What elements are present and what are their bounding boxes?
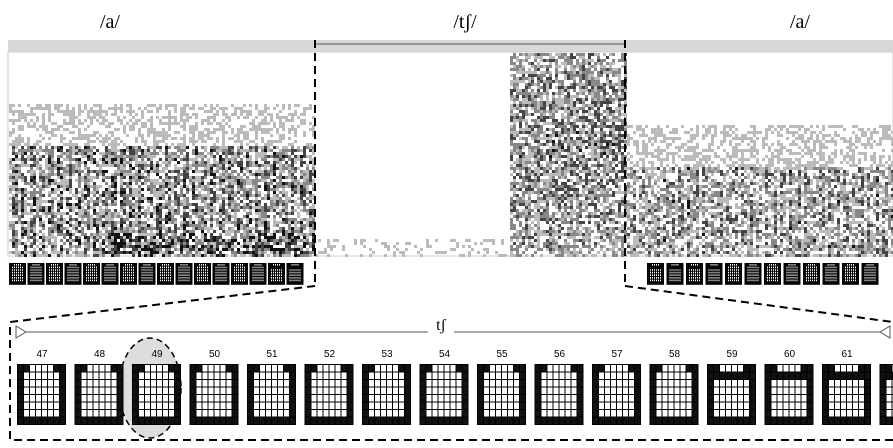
epg-outline [9, 263, 26, 285]
epg-outline [28, 263, 45, 285]
frame-number: 48 [94, 349, 106, 360]
epg-outline [842, 263, 859, 285]
frame-number: 54 [439, 349, 451, 360]
frame-number: 60 [784, 349, 796, 360]
frame-number: 49 [151, 349, 163, 360]
frame-number: 61 [841, 349, 853, 360]
frame-number: 55 [496, 349, 508, 360]
epg-outline [231, 263, 248, 285]
epg-outline [725, 263, 742, 285]
epg-outline [157, 263, 174, 285]
frame-number: 52 [324, 349, 336, 360]
epg-outline [667, 263, 684, 285]
epg-outline [686, 263, 703, 285]
frame-number: 57 [611, 349, 623, 360]
frame-number: 50 [209, 349, 221, 360]
epg-outline [65, 263, 82, 285]
frame-number: 58 [669, 349, 681, 360]
epg-outline [139, 263, 156, 285]
zoom-label: tʃ [436, 317, 446, 334]
epg-outline [764, 263, 781, 285]
segment-label: /a/ [790, 11, 810, 33]
frame-number: 53 [381, 349, 393, 360]
epg-outline [268, 263, 285, 285]
epg-outline [287, 263, 304, 285]
epg-outline [745, 263, 762, 285]
frame-number: 47 [36, 349, 48, 360]
bracket-arrow [16, 326, 26, 338]
epg-outline [706, 263, 723, 285]
segment-label: /a/ [100, 11, 120, 33]
epg-outline [176, 263, 193, 285]
epg-outline [862, 263, 879, 285]
epg-outline [647, 263, 664, 285]
bracket-arrow [880, 326, 890, 338]
epg-strips [9, 263, 879, 285]
epg-outline [823, 263, 840, 285]
epg-outline [213, 263, 230, 285]
epg-outline [120, 263, 137, 285]
figure: /a/ /tʃ/ /a/ tʃ 47 48 49 50 51 52 53 54 55 56 57 58… [0, 0, 893, 448]
epg-outline [83, 263, 100, 285]
epg-outline [803, 263, 820, 285]
epg-outline [46, 263, 63, 285]
epg-outline [784, 263, 801, 285]
frame-number: 59 [726, 349, 738, 360]
segment-label: /tʃ/ [453, 11, 477, 33]
epg-outline [102, 263, 119, 285]
epg-outline [194, 263, 211, 285]
epg-outline [250, 263, 267, 285]
time-bar [8, 40, 893, 52]
frame-number: 51 [266, 349, 278, 360]
frame-number: 56 [554, 349, 566, 360]
